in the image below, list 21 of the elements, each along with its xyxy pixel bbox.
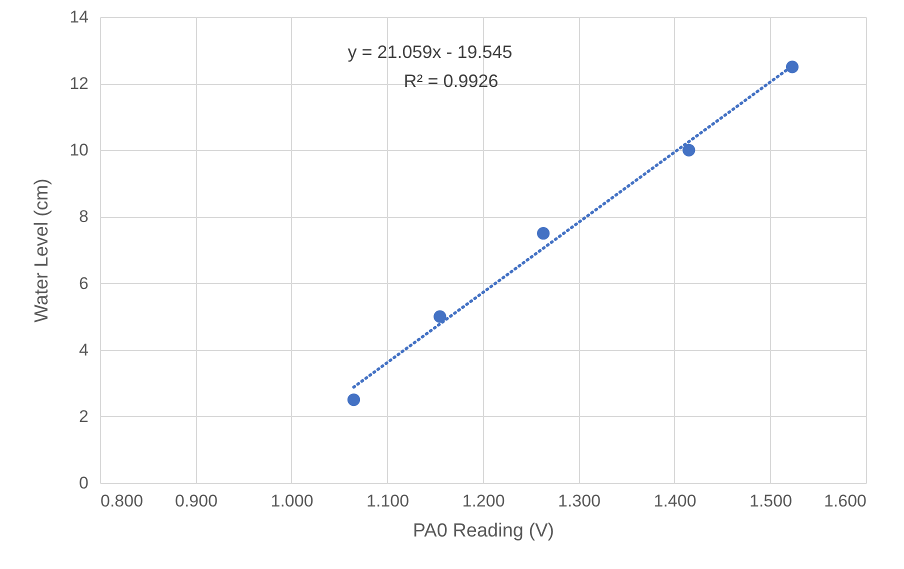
y-tick-label: 12 xyxy=(70,74,88,94)
x-axis-title: PA0 Reading (V) xyxy=(412,520,554,542)
y-tick-label: 14 xyxy=(70,8,88,26)
y-tick-label: 2 xyxy=(79,406,88,426)
x-tick-label: 1.400 xyxy=(654,492,696,510)
x-tick-label: 1.600 xyxy=(824,492,866,510)
x-tick-label: 1.200 xyxy=(462,492,505,510)
x-tick-label: 1.300 xyxy=(558,492,601,510)
x-tick-label: 1.100 xyxy=(366,492,410,510)
y-axis-title: Water Level (cm) xyxy=(32,178,53,322)
y-tick-label: 8 xyxy=(79,207,88,226)
x-tick-label: 1.000 xyxy=(270,492,314,510)
x-tick-label: 1.500 xyxy=(749,492,792,510)
y-tick-label: 0 xyxy=(79,474,88,492)
y-tick-label: 4 xyxy=(79,340,88,360)
x-tick-label: 0.800 xyxy=(100,492,144,510)
annotation: R² = 0.9926 xyxy=(404,71,498,91)
x-tick-label: 0.900 xyxy=(174,492,218,510)
annotation: y = 21.059x - 19.545 xyxy=(348,42,512,62)
y-tick-label: 10 xyxy=(70,140,88,160)
y-tick-label: 6 xyxy=(79,274,88,293)
